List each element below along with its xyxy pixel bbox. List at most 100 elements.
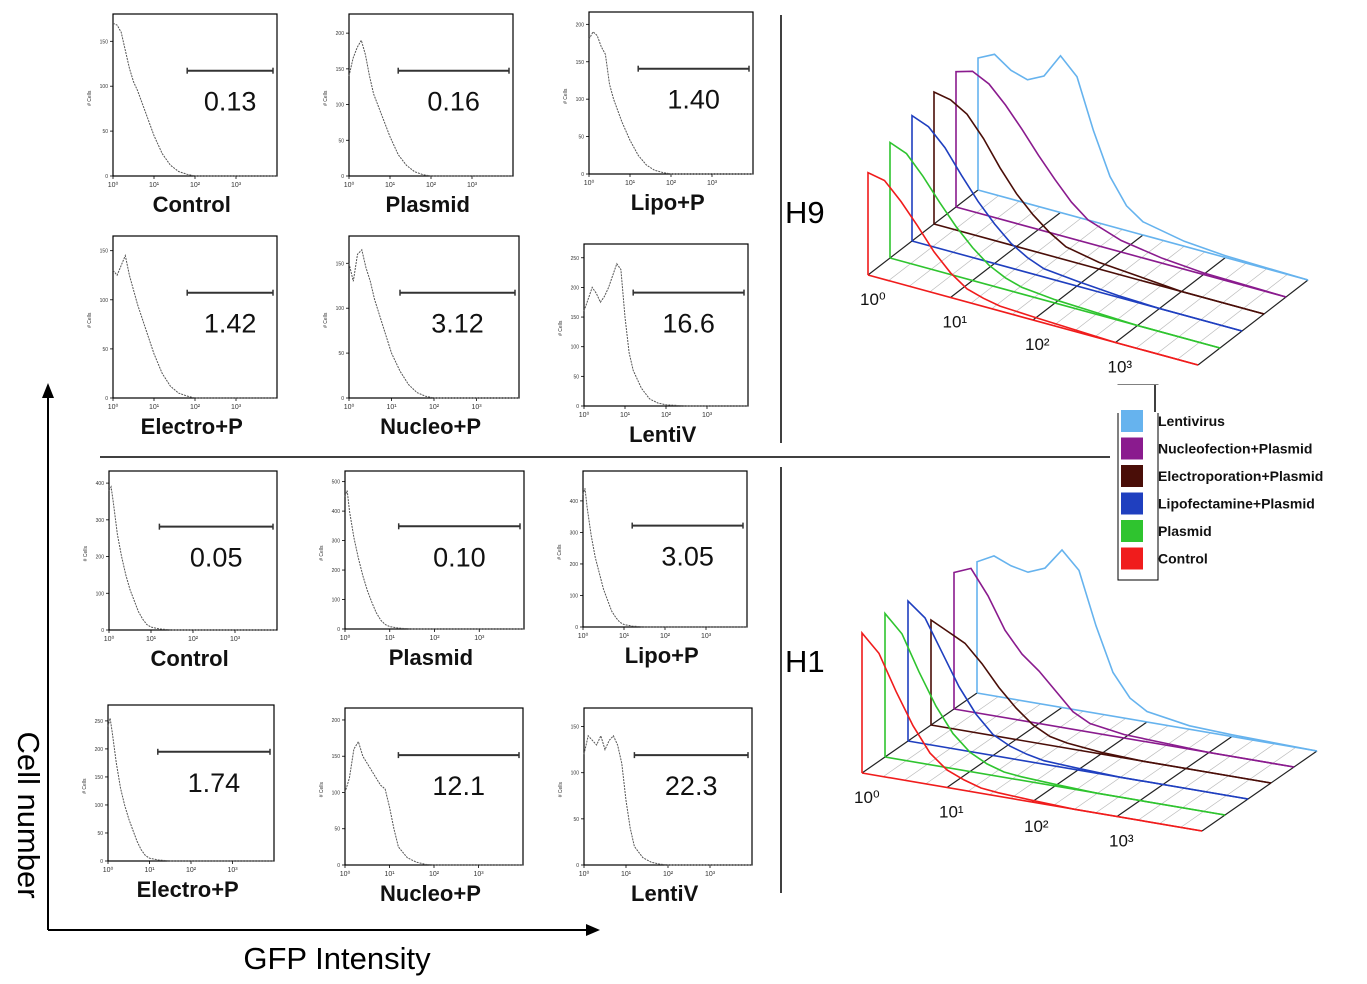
legend-swatch xyxy=(1121,492,1143,515)
legend-swatch xyxy=(1121,520,1143,542)
series-electroporation-plasmid xyxy=(930,618,1272,784)
x-tick-label: 10¹ xyxy=(384,871,395,878)
x-tick-label: 10² xyxy=(660,633,671,640)
overlay-x-tick-label: 10¹ xyxy=(939,803,964,822)
y-tick-label: 0 xyxy=(100,859,103,865)
series-nucleofection-plasmid xyxy=(953,567,1295,768)
x-tick-label: 10² xyxy=(429,635,440,642)
legend-label: Nucleofection+Plasmid xyxy=(1158,441,1312,457)
panel-label: LentiV xyxy=(629,422,697,447)
y-tick-label: 400 xyxy=(96,481,105,487)
group-label-h9: H9 xyxy=(785,195,825,230)
x-tick-label: 10¹ xyxy=(625,180,636,187)
legend-label: Electroporation+Plasmid xyxy=(1158,468,1323,484)
legend: Lentivirus Nucleofection+Plasmid Electropo… xyxy=(1110,384,1323,581)
x-tick-label: 10⁰ xyxy=(579,411,590,419)
floor-grid-line xyxy=(946,707,1063,788)
floor-grid-line xyxy=(1156,268,1267,355)
series-curve xyxy=(911,114,1243,332)
y-tick-label: 400 xyxy=(570,499,579,505)
group-label-h1: H1 xyxy=(785,644,825,679)
y-tick-label: 0 xyxy=(341,396,344,402)
x-tick-label: 10⁰ xyxy=(344,403,355,411)
y-tick-label: 150 xyxy=(571,315,580,321)
y-tick-label: 250 xyxy=(95,719,104,725)
x-tick-label: 10² xyxy=(666,180,677,187)
mini-y-label: # Cells xyxy=(82,778,88,794)
floor-grid-line xyxy=(1180,747,1296,828)
gate-value: 0.13 xyxy=(204,87,257,117)
panel-h9-lipo-p: 0 50 100 150 200 10⁰ 10¹ 10² 10³ # Cells 1.40 Lipo+… xyxy=(563,11,754,215)
y-tick-label: 200 xyxy=(336,31,345,37)
panel-h9-plasmid: 0 50 100 150 200 10⁰ 10¹ 10² 10³ # Cells 0.16 Plasm… xyxy=(323,13,514,217)
legend-label: Lentivirus xyxy=(1158,413,1225,429)
y-tick-label: 50 xyxy=(338,351,344,357)
legend-item-control: Control xyxy=(1121,547,1208,570)
y-tick-label: 100 xyxy=(100,298,109,304)
x-tick-label: 10³ xyxy=(230,636,241,643)
y-axis-label: Cell number xyxy=(11,731,46,898)
x-tick-label: 10⁰ xyxy=(579,870,590,878)
series-nucleofection-plasmid xyxy=(955,70,1287,298)
gate-value: 12.1 xyxy=(432,771,485,801)
series-curve xyxy=(930,618,1272,784)
gate-value: 0.10 xyxy=(433,542,486,572)
y-tick-label: 0 xyxy=(576,404,579,410)
x-tick-label: 10¹ xyxy=(385,182,396,189)
legend-swatch xyxy=(1121,465,1143,487)
overlay-3d-plots: 10⁰ 10¹ 10² 10³ 10⁰ 10¹ 10² 10³ xyxy=(854,53,1318,851)
panel-h1-electro-p: 0 50 100 150 200 250 10⁰ 10¹ 10² 10³ # Cells 1.74 El… xyxy=(82,704,275,902)
x-tick-label: 10⁰ xyxy=(103,866,114,874)
y-tick-label: 150 xyxy=(332,754,341,760)
overlay-x-tick-label: 10⁰ xyxy=(860,290,886,309)
x-tick-label: 10² xyxy=(661,412,672,419)
x-tick-label: 10¹ xyxy=(621,871,632,878)
y-tick-label: 200 xyxy=(96,555,105,561)
x-tick-label: 10¹ xyxy=(149,404,160,411)
mini-y-label: # Cells xyxy=(557,544,563,560)
y-tick-label: 200 xyxy=(576,22,585,28)
floor-grid-line xyxy=(925,703,1041,785)
floor-grid-line xyxy=(1138,739,1254,821)
series-baseline xyxy=(976,692,1318,752)
x-tick-label: 10³ xyxy=(702,412,713,419)
y-tick-label: 0 xyxy=(575,625,578,631)
legend-item-nucleofection-plasmid: Nucleofection+Plasmid xyxy=(1121,437,1312,460)
floor-grid-line xyxy=(1115,257,1226,343)
x-tick-label: 10¹ xyxy=(146,636,157,643)
legend-item-electroporation-plasmid: Electroporation+Plasmid xyxy=(1121,465,1323,487)
floor-grid-line xyxy=(883,696,999,777)
histogram-curve xyxy=(348,39,513,177)
histogram-curve xyxy=(583,734,752,866)
y-tick-label: 200 xyxy=(570,562,579,568)
y-tick-label: 100 xyxy=(571,771,580,777)
x-tick-label: 10² xyxy=(429,871,440,878)
panel-label: Plasmid xyxy=(386,192,470,217)
histogram-curve xyxy=(583,262,748,407)
x-tick-label: 10² xyxy=(426,182,437,189)
overlay-x-tick-label: 10² xyxy=(1024,817,1049,836)
y-tick-label: 200 xyxy=(332,718,341,724)
gate-value: 16.6 xyxy=(662,309,715,339)
floor-grid-line xyxy=(929,206,1041,293)
legend-items: Lentivirus Nucleofection+Plasmid Electropo… xyxy=(1121,410,1323,570)
x-tick-label: 10³ xyxy=(467,182,478,189)
series-curve xyxy=(953,567,1295,768)
floor-grid-line xyxy=(1010,718,1126,799)
series-lentivirus xyxy=(976,548,1318,752)
y-tick-label: 0 xyxy=(105,396,108,402)
floor-grid-line xyxy=(950,212,1061,298)
legend-item-plasmid: Plasmid xyxy=(1121,520,1212,542)
x-tick-label: 10⁰ xyxy=(108,403,119,411)
y-tick-label: 100 xyxy=(570,593,579,599)
series-baseline xyxy=(977,189,1309,281)
floor-grid-line xyxy=(867,189,979,276)
y-tick-label: 50 xyxy=(573,374,579,380)
x-tick-label: 10² xyxy=(190,404,201,411)
y-tick-label: 200 xyxy=(95,747,104,753)
panel-h1-lentiv: 0 50 100 150 10⁰ 10¹ 10² 10³ # Cells 22.3 LentiV xyxy=(558,707,753,906)
series-curve xyxy=(861,630,1203,832)
floor-grid-line xyxy=(1053,240,1164,326)
x-tick-label: 10⁰ xyxy=(584,179,595,187)
